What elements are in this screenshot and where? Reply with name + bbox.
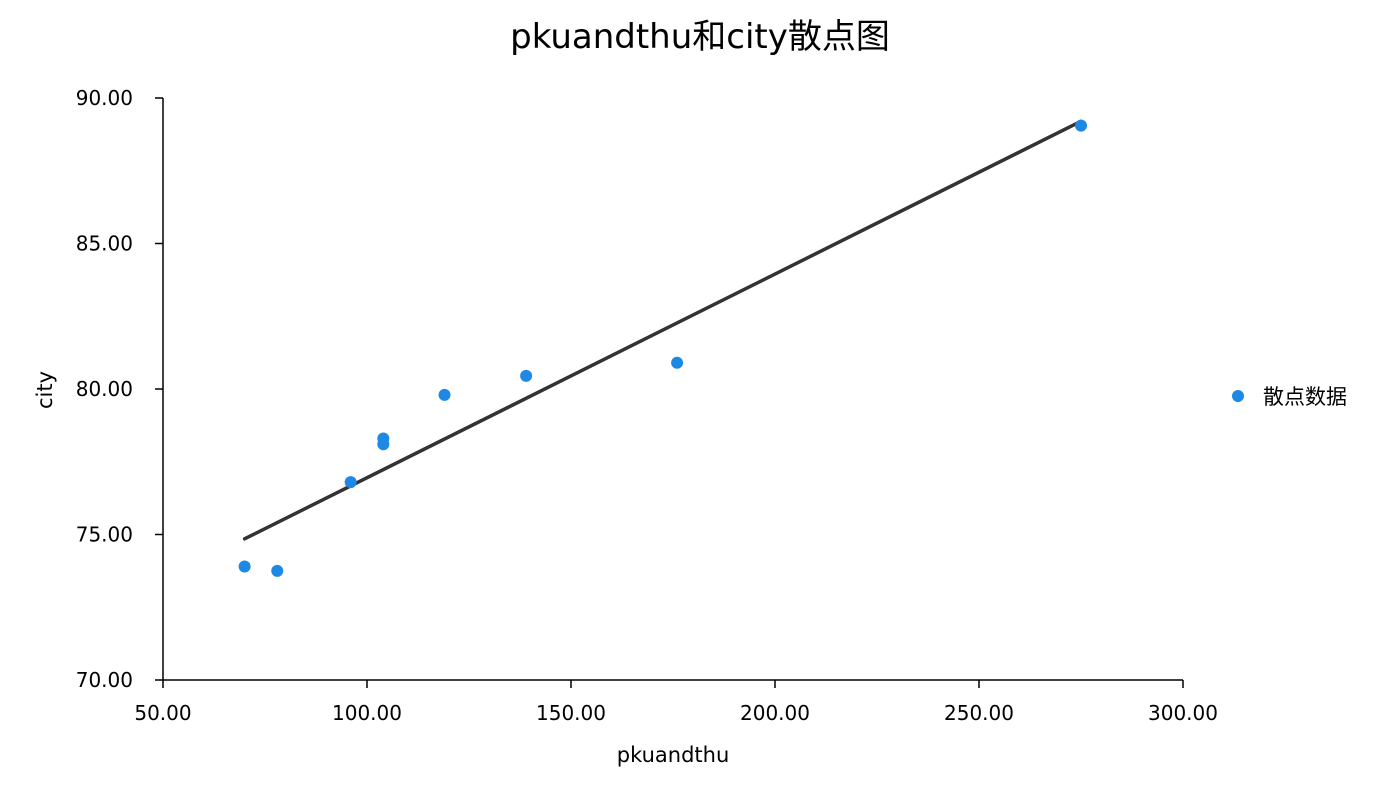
trendline-layer <box>242 119 1083 541</box>
data-point <box>671 356 684 369</box>
legend-label-scatter: 散点数据 <box>1263 385 1347 409</box>
x-axis-title: pkuandthu <box>617 743 730 767</box>
data-point <box>271 564 284 577</box>
data-point <box>438 388 451 401</box>
x-tick-label: 100.00 <box>332 701 402 725</box>
y-tick-label: 70.00 <box>76 668 133 692</box>
legend: 散点数据 <box>1232 385 1347 409</box>
x-tick-label: 50.00 <box>134 701 191 725</box>
axes: 50.00 100.00 150.00 200.00 250.00 300.00 70.00… <box>76 86 1218 725</box>
x-tick-label: 200.00 <box>740 701 810 725</box>
trendline <box>242 119 1083 541</box>
y-tick-label: 75.00 <box>76 523 133 547</box>
x-tick-label: 300.00 <box>1148 701 1218 725</box>
data-point <box>1075 119 1087 132</box>
y-tick-label: 80.00 <box>76 377 133 401</box>
data-point <box>344 476 357 489</box>
chart-title: pkuandthu和city散点图 <box>510 17 890 57</box>
data-point <box>377 432 390 445</box>
y-tick-label: 90.00 <box>76 86 133 110</box>
x-tick-label: 250.00 <box>944 701 1014 725</box>
data-point <box>520 369 533 382</box>
points-layer <box>238 119 1087 577</box>
data-point <box>238 560 251 573</box>
y-axis-title: city <box>33 371 57 409</box>
y-tick-label: 85.00 <box>76 232 133 256</box>
x-tick-label: 150.00 <box>536 701 606 725</box>
legend-marker <box>1232 390 1244 402</box>
